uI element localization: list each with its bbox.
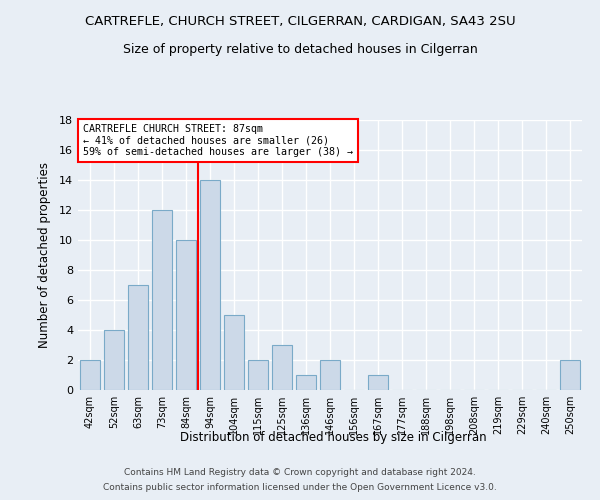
Text: CARTREFLE CHURCH STREET: 87sqm
← 41% of detached houses are smaller (26)
59% of : CARTREFLE CHURCH STREET: 87sqm ← 41% of …	[83, 124, 353, 157]
Bar	[200, 180, 220, 390]
Text: Distribution of detached houses by size in Cilgerran: Distribution of detached houses by size …	[179, 431, 487, 444]
Text: CARTREFLE, CHURCH STREET, CILGERRAN, CARDIGAN, SA43 2SU: CARTREFLE, CHURCH STREET, CILGERRAN, CAR…	[85, 15, 515, 28]
Bar	[368, 375, 388, 390]
Bar	[248, 360, 268, 390]
Bar	[152, 210, 172, 390]
Bar	[176, 240, 196, 390]
Bar	[80, 360, 100, 390]
Bar	[560, 360, 580, 390]
Bar	[224, 315, 244, 390]
Bar	[104, 330, 124, 390]
Bar	[296, 375, 316, 390]
Bar	[272, 345, 292, 390]
Text: Contains public sector information licensed under the Open Government Licence v3: Contains public sector information licen…	[103, 483, 497, 492]
Bar	[320, 360, 340, 390]
Bar	[128, 285, 148, 390]
Text: Size of property relative to detached houses in Cilgerran: Size of property relative to detached ho…	[122, 42, 478, 56]
Y-axis label: Number of detached properties: Number of detached properties	[38, 162, 50, 348]
Text: Contains HM Land Registry data © Crown copyright and database right 2024.: Contains HM Land Registry data © Crown c…	[124, 468, 476, 477]
